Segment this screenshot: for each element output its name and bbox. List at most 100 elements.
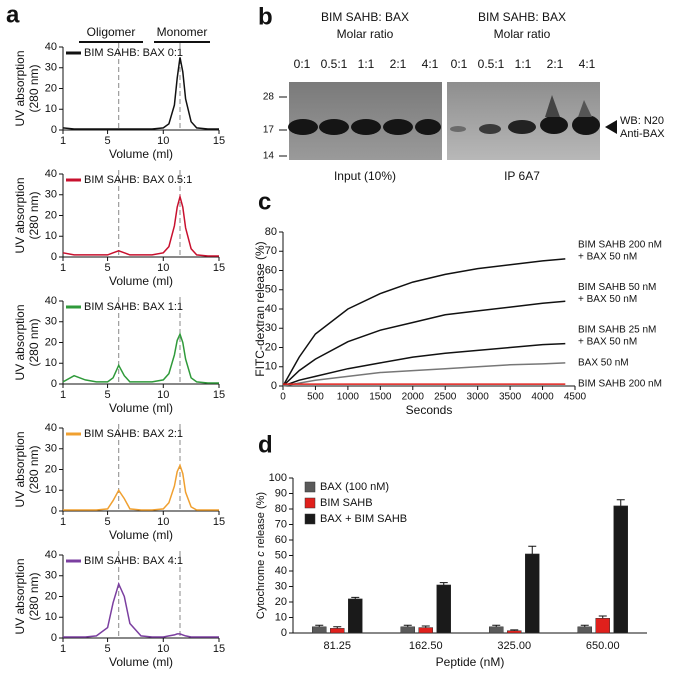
y-tick-label: 0: [51, 251, 57, 263]
lane-label: IP 6A7: [504, 169, 540, 183]
y-tick-label: 0: [51, 124, 57, 136]
x-tick-label: 1: [60, 516, 66, 528]
legend-label: BAX + BIM SAHB: [320, 513, 407, 525]
y-tick-label: 0: [271, 380, 277, 392]
bar: [400, 626, 415, 634]
x-tick-label: 5: [105, 262, 111, 274]
series-label: BIM SAHB 50 nM: [578, 282, 656, 293]
error-bar: [510, 629, 519, 631]
series-line: [62, 193, 219, 257]
series-line: [63, 581, 219, 638]
x-tick-label: 15: [213, 389, 225, 401]
y-axis-label: UV absorption: [13, 177, 27, 253]
bar: [507, 630, 522, 634]
x-tick-label: 650.00: [586, 640, 620, 652]
marker-label: 17: [263, 125, 275, 136]
y-tick-label: 40: [45, 549, 57, 561]
blot-header: BIM SAHB: BAX: [321, 10, 409, 24]
panel-label: d: [258, 431, 273, 458]
y-axis-label: UV absorption: [13, 431, 27, 507]
panel-label: c: [258, 188, 271, 215]
x-tick-label: 10: [157, 516, 169, 528]
x-tick-label: 3500: [499, 392, 522, 403]
bar: [577, 626, 592, 634]
x-tick-label: 10: [157, 135, 169, 147]
x-tick-label: 10: [157, 389, 169, 401]
y-tick-label: 30: [275, 580, 287, 592]
series-label: + BAX 50 nM: [578, 336, 637, 347]
bar: [312, 626, 327, 634]
y-tick-label: 30: [45, 189, 57, 201]
y-tick-label: 100: [269, 472, 287, 484]
series-line: [62, 57, 219, 130]
blot-header: BIM SAHB: BAX: [478, 10, 566, 24]
ratio-label: 0.5:1: [478, 57, 505, 71]
x-tick-label: 10: [157, 262, 169, 274]
legend-swatch: [304, 497, 316, 509]
series-line: [282, 300, 566, 387]
ratio-label: 4:1: [422, 57, 439, 71]
y-tick-label: 40: [45, 41, 57, 53]
y-tick-label: 10: [265, 361, 277, 373]
legend-swatch: [304, 513, 316, 525]
y-axis-label: Cytochrome c release (%): [255, 492, 267, 619]
y-tick-label: 70: [265, 245, 277, 257]
y-tick-label: 10: [45, 611, 57, 623]
y-tick-label: 50: [275, 549, 287, 561]
series-line: [282, 258, 566, 387]
ratio-label: 1:1: [515, 57, 532, 71]
x-tick-label: 0: [280, 392, 286, 403]
blot-header: Molar ratio: [494, 27, 551, 41]
x-tick-label: 15: [213, 262, 225, 274]
y-tick-label: 10: [45, 230, 57, 242]
series-label: BIM SAHB 25 nM: [578, 324, 656, 335]
series-label: + BAX 50 nM: [578, 294, 637, 305]
x-tick-label: 15: [213, 643, 225, 655]
y-tick-label: 20: [45, 336, 57, 348]
x-axis-label: Volume (ml): [109, 147, 173, 161]
x-tick-label: 81.25: [323, 640, 351, 652]
x-tick-label: 1: [60, 135, 66, 147]
band-arrow: [605, 120, 617, 134]
y-tick-label: 30: [45, 62, 57, 74]
y-tick-label: 20: [275, 596, 287, 608]
x-tick-label: 15: [213, 516, 225, 528]
y-tick-label: 10: [45, 103, 57, 115]
series-line: [282, 362, 566, 387]
error-bar: [333, 626, 342, 629]
legend-label: BIM SAHB: BAX 4:1: [84, 555, 183, 567]
y-axis-label: (280 nm): [27, 64, 41, 112]
legend-label: BAX (100 nM): [320, 481, 389, 493]
x-tick-label: 162.50: [409, 640, 443, 652]
bar: [525, 553, 540, 634]
legend-label: BIM SAHB: BAX 0:1: [84, 47, 183, 59]
legend-swatch: [304, 481, 316, 493]
x-tick-label: 4000: [531, 392, 554, 403]
x-tick-label: 5: [105, 135, 111, 147]
x-tick-label: 5: [105, 516, 111, 528]
y-axis-label: (280 nm): [27, 191, 41, 239]
blot: [288, 82, 617, 160]
y-tick-label: 0: [281, 627, 287, 639]
error-bar: [580, 624, 589, 627]
x-axis-label: Volume (ml): [109, 655, 173, 669]
legend-label: BIM SAHB: BAX 2:1: [84, 428, 183, 440]
x-tick-label: 325.00: [497, 640, 531, 652]
y-tick-label: 20: [265, 341, 277, 353]
bar: [595, 618, 610, 634]
ratio-label: 2:1: [390, 57, 407, 71]
x-axis-label: Peptide (nM): [436, 655, 505, 669]
y-tick-label: 90: [275, 487, 287, 499]
bar: [436, 584, 451, 634]
x-tick-label: 15: [213, 135, 225, 147]
x-axis-label: Volume (ml): [109, 528, 173, 542]
bar: [418, 627, 433, 634]
bar: [330, 628, 345, 634]
x-tick-label: 3000: [467, 392, 490, 403]
error-bar: [351, 596, 360, 599]
y-tick-label: 20: [45, 82, 57, 94]
ratio-label: 1:1: [358, 57, 375, 71]
band-label: WB: N20: [620, 115, 664, 127]
x-tick-label: 1: [60, 389, 66, 401]
